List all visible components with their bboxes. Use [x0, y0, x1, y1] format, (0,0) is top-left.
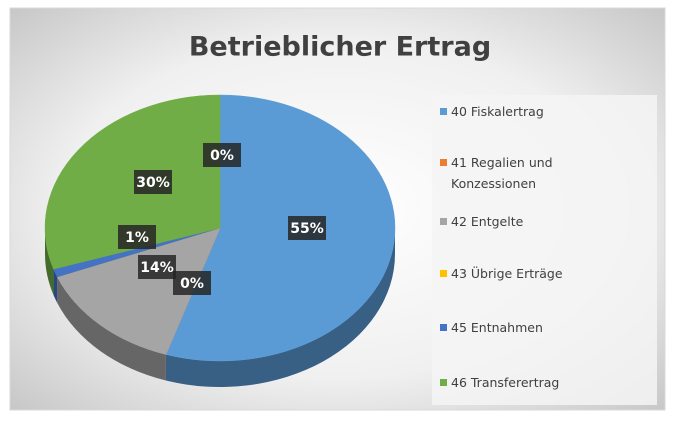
legend-label: 41 Regalien und Konzessionen: [451, 155, 553, 191]
legend-label: 40 Fiskalertrag: [451, 104, 544, 119]
data-label-box: [203, 143, 241, 167]
legend-swatch: [440, 270, 447, 277]
legend-item: 40 Fiskalertrag: [440, 101, 590, 122]
legend-label: 46 Transferertrag: [451, 375, 560, 390]
legend-item: 45 Entnahmen: [440, 317, 590, 338]
pie-slice: [56, 227, 221, 355]
pie-side: [165, 228, 395, 387]
pie-side: [45, 228, 54, 296]
chart-title: Betrieblicher Ertrag: [189, 32, 491, 63]
data-label-box: [173, 271, 211, 295]
legend-swatch: [440, 218, 447, 225]
legend-swatch: [440, 108, 447, 115]
pie-side: [53, 269, 58, 303]
legend-swatch: [440, 159, 447, 166]
legend-item: 46 Transferertrag: [440, 372, 590, 393]
pie-slice: [44, 94, 221, 270]
legend-label: 42 Entgelte: [451, 214, 524, 229]
data-label: 14%: [140, 260, 174, 276]
data-label-box: [288, 216, 326, 240]
legend-swatch: [440, 379, 447, 386]
data-label: 30%: [136, 175, 170, 191]
data-label-box: [138, 255, 176, 279]
data-label: 1%: [125, 230, 149, 246]
legend-label: 43 Übrige Erträge: [451, 266, 563, 281]
legend-item: 42 Entgelte: [440, 211, 590, 232]
legend-swatch: [440, 324, 447, 331]
data-label-box: [134, 170, 172, 194]
data-label-box: [118, 225, 156, 249]
legend-label: 45 Entnahmen: [451, 320, 543, 335]
pie-side: [57, 276, 166, 381]
legend-box: [432, 95, 657, 405]
legend-item: 41 Regalien und Konzessionen: [440, 152, 590, 194]
data-label: 55%: [290, 221, 324, 237]
data-label: 0%: [210, 148, 234, 164]
data-label: 0%: [180, 276, 204, 292]
legend-item: 43 Übrige Erträge: [440, 263, 590, 284]
